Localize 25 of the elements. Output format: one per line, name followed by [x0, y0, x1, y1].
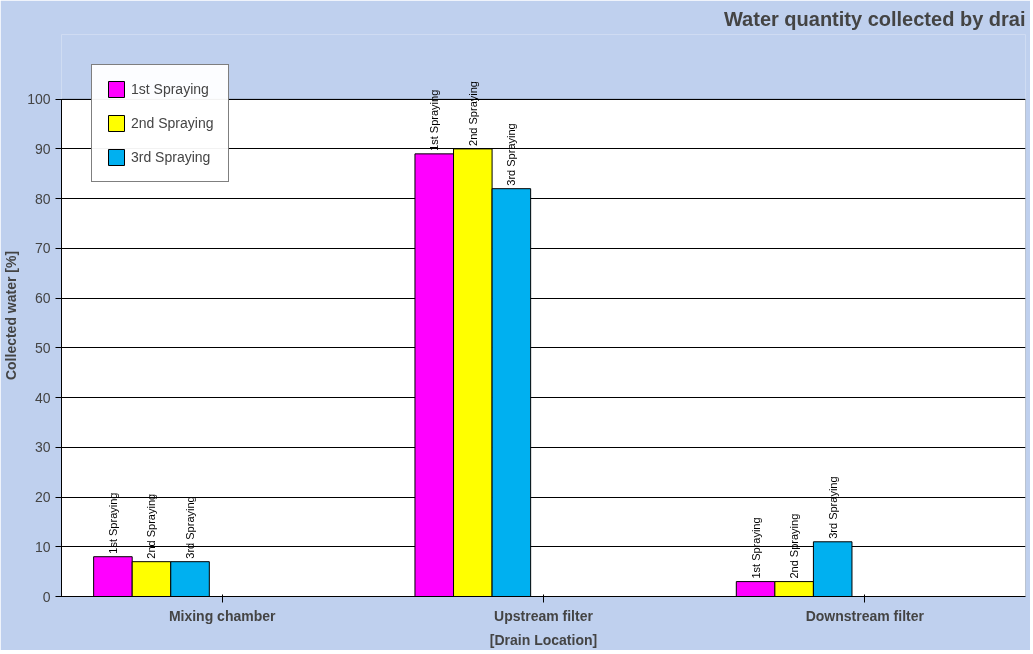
annotation: 3rd Spraying	[505, 123, 518, 186]
x-tick-label: Mixing chamber	[168, 607, 277, 624]
y-tick-label: 60	[34, 290, 51, 307]
y-axis-title: Collected water [%]	[3, 250, 20, 381]
y-tick-label: 20	[34, 489, 51, 506]
y-tick-label: 50	[34, 339, 51, 356]
y-tick-label: 100	[27, 91, 51, 108]
x-tick-label: Downstream filter	[805, 607, 925, 624]
x-axis-title: [Drain Location]	[489, 631, 598, 648]
y-tick-label: 90	[34, 140, 51, 157]
annotation: 2nd Spraying	[466, 81, 479, 146]
chart-title: Water quantity collected by drai	[723, 7, 1026, 30]
y-tick-label: 10	[34, 538, 51, 555]
y-tick-label: 70	[34, 240, 51, 257]
x-tick-label: Upstream filter	[494, 607, 594, 624]
y-tick-label: 40	[34, 389, 51, 406]
y-tick-label: 80	[34, 190, 51, 207]
y-tick-label: 0	[42, 588, 51, 605]
legend-label: 2nd Spraying	[131, 115, 214, 131]
legend-label: 3rd Spraying	[131, 149, 211, 165]
annotation: 3rd Spraying	[826, 476, 839, 539]
annotation: 2nd Spraying	[145, 493, 158, 559]
y-tick-label: 30	[34, 439, 51, 456]
legend-label: 1st Spraying	[131, 81, 209, 97]
annotation: 2nd Spraying	[788, 513, 801, 579]
